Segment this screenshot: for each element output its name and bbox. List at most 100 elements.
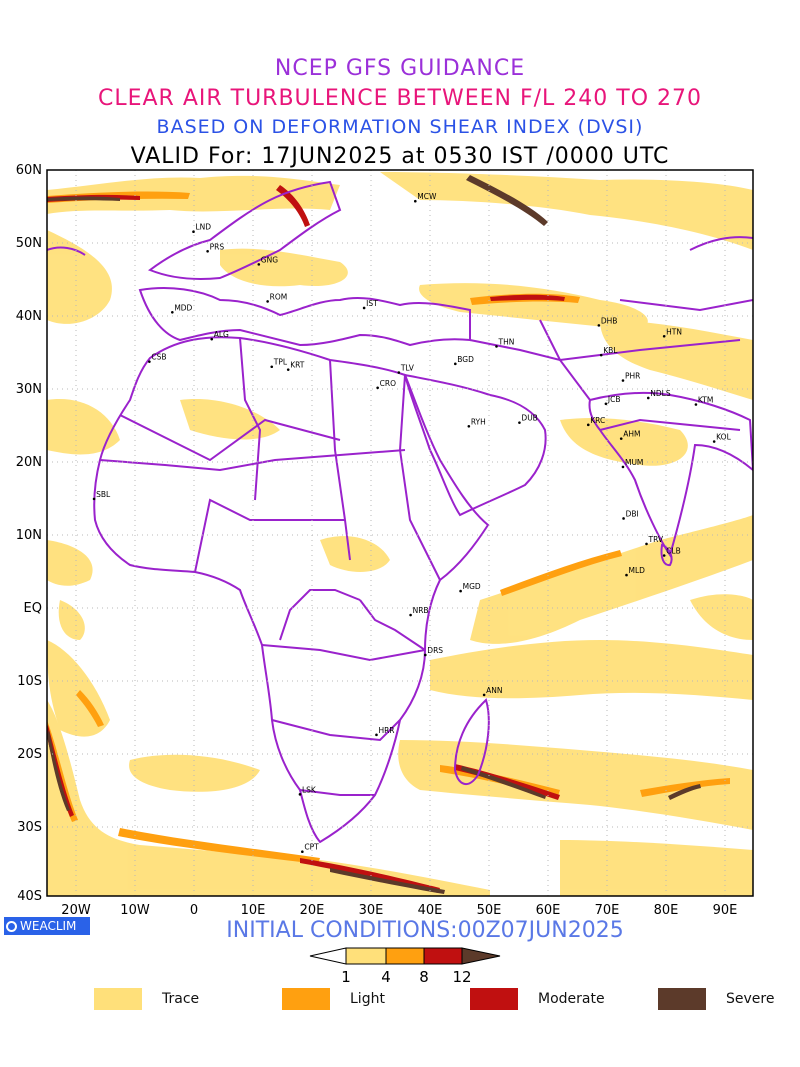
legend-label: Light <box>350 991 385 1007</box>
station-label: CLB <box>666 547 681 556</box>
station-label: CSB <box>151 353 166 362</box>
station-label: JCB <box>607 395 621 404</box>
station-dot <box>621 465 625 469</box>
station-dot <box>192 230 195 234</box>
lat-label: 20S <box>17 747 42 762</box>
station-label: NRB <box>413 606 429 615</box>
legend-swatch <box>94 988 142 1010</box>
station-dot <box>454 362 457 366</box>
station-label: TLV <box>400 364 415 373</box>
station-label: ANN <box>486 686 502 695</box>
lon-label: 90E <box>713 903 738 918</box>
station-dot <box>482 693 486 697</box>
station-label: MDD <box>174 303 192 312</box>
station-label: KRC <box>590 416 605 425</box>
station-dot <box>148 360 151 363</box>
station-label: KOL <box>716 433 731 442</box>
station-dot <box>586 423 590 427</box>
station-label: IST <box>366 299 378 308</box>
station-label: HTN <box>666 327 682 336</box>
station-label: DUB <box>521 414 537 423</box>
title-line-3: BASED ON DEFORMATION SHEAR INDEX (DVSI) <box>156 116 644 138</box>
station-dot <box>171 310 174 314</box>
colorbar-bin <box>423 947 463 965</box>
station-label: THN <box>497 337 514 346</box>
station-dot <box>518 421 521 424</box>
station-dot <box>712 440 716 443</box>
turbulence-map: MCW LND PRS GNG MDD ROM IST ALG CSB TPL KRT CRO TLV B… <box>16 163 754 918</box>
colorbar-tick: 1 <box>341 968 351 986</box>
colorbar-bin <box>345 947 387 965</box>
station-dot <box>266 300 269 303</box>
station-dot <box>662 554 666 557</box>
lat-label: 20N <box>16 455 42 470</box>
station-dot <box>301 850 304 854</box>
legend-item-moderate: Moderate <box>470 988 605 1010</box>
colorbar: 1 4 8 12 <box>309 947 501 986</box>
lat-label: 60N <box>16 163 42 178</box>
station-label: MCW <box>417 192 437 201</box>
turbulence-layer <box>47 172 753 896</box>
legend-label: Trace <box>162 991 200 1007</box>
lat-label: 30S <box>17 820 42 835</box>
lat-label: 40S <box>17 889 42 904</box>
station-dot <box>604 402 608 406</box>
lat-label: 10N <box>16 528 42 543</box>
lat-label: 40N <box>16 309 42 324</box>
colorbar-tick: 12 <box>452 968 471 986</box>
station-dot <box>495 345 498 348</box>
station-dot <box>423 653 427 657</box>
station-dot <box>270 365 274 369</box>
station-dot <box>597 324 601 327</box>
station-label: RYH <box>471 417 486 426</box>
lon-label: 0 <box>190 903 198 918</box>
station-dot <box>298 793 302 796</box>
title-line-2: CLEAR AIR TURBULENCE BETWEEN F/L 240 TO … <box>97 86 703 111</box>
legend-item-light: Light <box>282 988 385 1010</box>
station-dot <box>375 733 378 737</box>
station-label: DRS <box>427 646 443 655</box>
colorbar-tick: 8 <box>419 968 429 986</box>
station-label: AHM <box>623 430 640 439</box>
colorbar-bin <box>385 947 425 965</box>
logo-text: WEACLIM <box>20 919 77 933</box>
station-dot <box>362 306 366 310</box>
coastlines <box>47 180 753 844</box>
valid-time: VALID For: 17JUN2025 at 0530 IST /0000 U… <box>130 144 670 169</box>
station-dot <box>92 497 96 501</box>
station-label: PRS <box>210 242 225 251</box>
station-dot <box>210 337 214 341</box>
station-dot <box>694 403 698 406</box>
title-line-1: NCEP GFS GUIDANCE <box>274 56 526 81</box>
station-dot <box>206 250 209 253</box>
station-label: CPT <box>304 843 319 852</box>
lon-label: 20E <box>300 903 325 918</box>
station-label: MGD <box>463 582 481 591</box>
weaclim-logo: WEACLIM <box>4 917 90 935</box>
station-label: BGD <box>457 355 474 364</box>
station-label: NDLS <box>650 389 671 398</box>
lat-label: EQ <box>24 601 42 616</box>
station-label: ALG <box>214 330 229 339</box>
station-label: LSK <box>302 785 317 794</box>
station-dot <box>467 424 471 428</box>
station-label: ROM <box>270 292 288 301</box>
station-dot <box>257 263 261 266</box>
logo-ring-icon <box>6 920 17 932</box>
station-label: SBL <box>96 490 111 499</box>
colorbar-tick: 4 <box>381 968 391 986</box>
station-dot <box>376 386 379 390</box>
legend-item-severe: Severe <box>658 988 774 1010</box>
lon-label: 20W <box>61 903 91 918</box>
station-label: LND <box>195 223 211 232</box>
station-label: TPL <box>273 358 288 367</box>
station-label: GNG <box>261 255 278 264</box>
station-dot <box>622 517 625 520</box>
legend-swatch <box>282 988 330 1010</box>
station-label: KRT <box>290 361 305 370</box>
station-dot <box>625 573 628 577</box>
lat-label: 30N <box>16 382 42 397</box>
colorbar-high-arrow <box>461 947 501 965</box>
station-dot <box>409 613 412 617</box>
legend-swatch <box>470 988 518 1010</box>
